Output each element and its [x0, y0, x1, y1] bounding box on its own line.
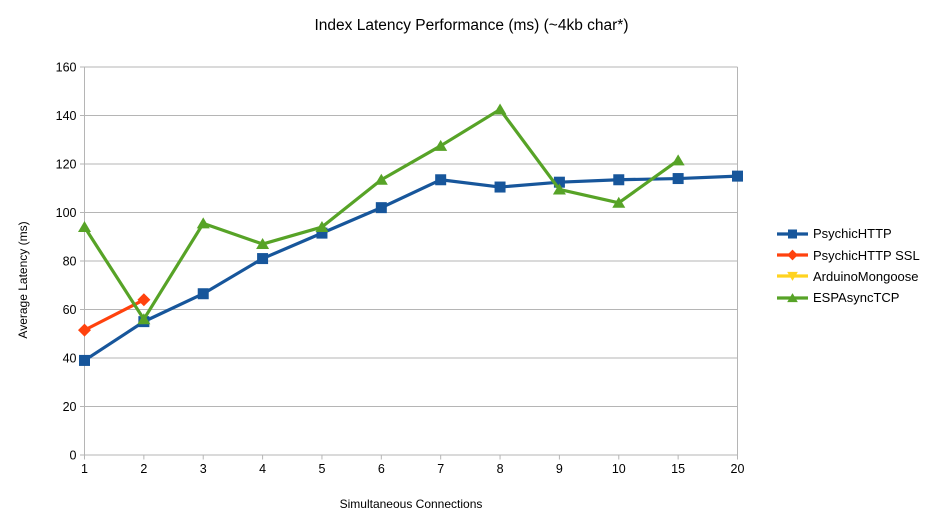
y-tick-label: 20 — [63, 400, 77, 414]
data-point-marker-PsychicHTTP — [79, 354, 90, 366]
x-tick-label: 20 — [731, 462, 745, 476]
legend-item-ArduinoMongoose: ArduinoMongoose — [777, 266, 920, 287]
legend-swatch-marker — [787, 292, 798, 302]
x-axis-title: Simultaneous Connections — [339, 497, 483, 511]
legend: PsychicHTTP PsychicHTTP SSL ArduinoMongoos… — [777, 223, 920, 309]
legend-label: ESPAsyncTCP — [813, 290, 900, 306]
data-point-marker-PsychicHTTP — [257, 253, 269, 265]
legend-label: PsychicHTTP — [813, 226, 892, 242]
data-point-marker-ESPAsyncTCP — [315, 221, 329, 233]
legend-item-PsychicHTTP: PsychicHTTP — [777, 223, 920, 244]
data-point-marker-PsychicHTTP — [197, 288, 209, 300]
data-point-marker-ESPAsyncTCP — [196, 217, 210, 229]
y-tick-label: 80 — [63, 255, 77, 269]
data-point-marker-ESPAsyncTCP — [612, 196, 626, 208]
legend-swatch-diamond-icon — [777, 249, 808, 261]
data-point-marker-PsychicHTTP SSL — [78, 323, 91, 337]
series-line-ESPAsyncTCP — [83, 107, 680, 321]
x-tick-label: 8 — [497, 462, 504, 476]
legend-item-PsychicHTTP SSL: PsychicHTTP SSL — [777, 244, 920, 265]
x-tick-label: 3 — [200, 462, 207, 476]
legend-swatch-triangle-up-icon — [777, 292, 808, 302]
legend-item-ESPAsyncTCP: ESPAsyncTCP — [777, 287, 920, 308]
x-tick-label: 6 — [378, 462, 385, 476]
x-tick-label: 4 — [259, 462, 266, 476]
data-point-marker-ESPAsyncTCP — [493, 103, 507, 115]
x-tick-label: 1 — [81, 462, 88, 476]
legend-swatch-marker — [787, 249, 798, 261]
y-tick-label: 40 — [63, 352, 77, 366]
data-point-marker-PsychicHTTP SSL — [137, 293, 151, 307]
x-tick-label: 9 — [556, 462, 563, 476]
chart-title: Index Latency Performance (ms) (~4kb cha… — [314, 17, 629, 34]
y-tick-label: 160 — [56, 61, 77, 75]
legend-label: PsychicHTTP SSL — [813, 247, 920, 263]
data-point-marker-ESPAsyncTCP — [671, 154, 685, 166]
x-tick-label: 2 — [140, 462, 147, 476]
y-tick-label: 0 — [70, 449, 77, 463]
legend-swatch-marker — [787, 272, 798, 282]
data-point-marker-ESPAsyncTCP — [374, 173, 388, 185]
series-line-PsychicHTTP — [83, 174, 738, 362]
data-point-marker-PsychicHTTP — [553, 176, 565, 188]
x-tick-label: 10 — [612, 462, 626, 476]
data-point-marker-PsychicHTTP — [732, 170, 743, 182]
data-point-marker-PsychicHTTP — [316, 227, 328, 239]
x-tick-label: 7 — [437, 462, 444, 476]
data-point-marker-ESPAsyncTCP — [137, 313, 151, 325]
legend-swatch-marker — [787, 229, 798, 239]
legend-swatch-triangle-down-icon — [777, 272, 808, 282]
data-point-marker-PsychicHTTP — [613, 174, 625, 186]
data-point-marker-ESPAsyncTCP — [552, 183, 566, 195]
y-tick-label: 140 — [56, 109, 77, 123]
data-point-marker-PsychicHTTP — [435, 174, 447, 186]
y-tick-label: 120 — [56, 158, 77, 172]
data-point-marker-ESPAsyncTCP — [256, 238, 270, 250]
y-tick-label: 60 — [63, 303, 77, 317]
data-point-marker-ESPAsyncTCP — [78, 221, 91, 233]
legend-label: ArduinoMongoose — [813, 268, 919, 284]
data-point-marker-PsychicHTTP — [672, 173, 684, 185]
x-tick-label: 5 — [318, 462, 325, 476]
data-point-marker-PsychicHTTP — [375, 202, 387, 214]
y-tick-label: 100 — [56, 206, 77, 220]
data-point-marker-PsychicHTTP — [494, 181, 506, 193]
data-point-marker-ESPAsyncTCP — [434, 139, 448, 151]
legend-swatch-square-icon — [777, 229, 808, 239]
x-tick-label: 15 — [671, 462, 685, 476]
